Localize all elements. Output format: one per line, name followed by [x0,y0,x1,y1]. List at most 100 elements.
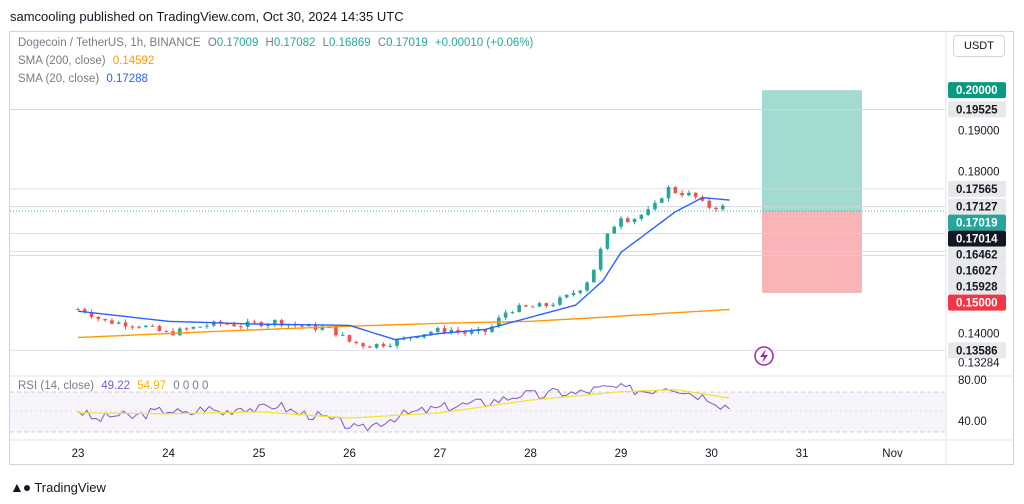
price-tag-bg [948,180,1006,197]
price-tag-bg [948,198,1006,215]
low-value: 0.16869 [329,37,371,49]
publisher-line: samcooling published on TradingView.com,… [10,9,404,24]
candle-body [503,312,508,318]
candle-body [103,318,107,321]
candle-body [191,326,196,329]
chart-frame [9,31,1014,465]
candle-body [592,269,596,283]
candle-body [673,187,678,193]
candle-body [693,192,698,198]
candle-body [150,325,155,327]
candle-body [483,329,488,332]
candle-body [164,331,169,333]
x-tick-label: 24 [162,448,175,460]
price-tag-bid[interactable]: 0.17014 [948,230,1006,247]
candle-body [463,331,467,334]
candle-body [551,304,555,307]
price-tag-level[interactable]: 0.13586 [948,342,1006,359]
x-tick-label: 23 [72,448,85,460]
price-tag-level[interactable]: 0.19525 [948,101,1006,118]
symbol-title[interactable]: Dogecoin / TetherUS, 1h, BINANCE [18,37,201,49]
tradingview-logo[interactable]: ▲● TradingView [10,479,106,495]
candle-body [680,192,684,196]
candle-body [612,226,617,234]
sma20-value: 0.17288 [106,73,148,85]
stop-zone [762,211,862,293]
price-tag-label: 0.19525 [956,104,998,116]
candle-body [605,233,610,249]
lightning-icon[interactable] [754,346,774,366]
candle-body [300,325,304,327]
candle-body [544,303,549,307]
candle-body [707,200,712,208]
price-tag-level[interactable]: 0.16462 [948,246,1006,263]
y-tick-label: 0.18000 [958,166,1000,178]
price-tag-label: 0.15928 [956,282,998,294]
candle-body [510,312,515,314]
candle-body [96,316,101,319]
candle-body [449,329,454,333]
sma200-value: 0.14592 [112,55,155,67]
price-tag-label: 0.17014 [956,234,998,246]
candle-body [558,297,562,305]
x-tick-label: Nov [882,448,903,460]
price-tag-last[interactable]: 0.17019 [948,214,1006,231]
candle-body [116,322,121,324]
candle-body [632,218,637,222]
price-tag-level[interactable]: 0.15928 [948,278,1006,295]
candle-body [395,339,399,346]
candle-body [435,328,440,332]
price-tag-label: 0.13586 [956,345,998,357]
y-tick-label: 0.14000 [958,328,1000,340]
price-tag-stop[interactable]: 0.15000 [948,294,1006,311]
y-tick-label: 0.19000 [958,126,1000,138]
rsi-line [77,382,730,432]
rsi-ma-line [77,388,730,419]
price-tag-bg [948,230,1006,247]
candle-body [130,326,135,328]
candle-body [646,209,650,215]
sma20-label: SMA (20, close) [18,73,100,85]
price-tag-bg [948,246,1006,263]
currency-button[interactable]: USDT [953,35,1005,57]
x-tick-label: 28 [524,448,537,460]
rsi-value: 49.22 [101,380,131,392]
candle-body [585,282,589,291]
candle-body [469,331,474,334]
candle-body [517,305,521,313]
x-tick-label: 26 [343,448,356,460]
price-tag-level[interactable]: 0.17565 [948,180,1006,197]
price-tag-label: 0.16027 [956,266,998,278]
price-tag-label: 0.17565 [956,184,998,196]
candle-body [415,337,420,339]
x-tick-label: 30 [705,448,718,460]
candle-body [666,187,671,199]
price-tag-level[interactable]: 0.17127 [948,198,1006,215]
x-tick-label: 25 [253,448,266,460]
close-value: 0.17019 [386,37,428,49]
open-value: 0.17009 [216,37,259,49]
sma20-legend[interactable]: SMA (20, close) 0.17288 [18,73,148,85]
price-tag-bg [948,214,1006,231]
candle-body [354,341,359,344]
candle-body [714,207,718,210]
candle-body [205,325,209,327]
sma200-legend[interactable]: SMA (200, close) 0.14592 [18,55,154,67]
close-label: C [377,37,387,49]
rsi-band-fill [10,392,945,432]
candle-body [381,343,386,347]
price-tag-level[interactable]: 0.16027 [948,262,1006,279]
candle-body [184,328,189,330]
candle-body [347,334,352,342]
candle-body [530,306,535,308]
rsi-legend[interactable]: RSI (14, close) 49.22 54.97 0 0 0 0 [18,380,208,392]
candle-body [625,218,630,222]
rsi-ma-value: 54.97 [137,380,167,392]
sma200-line [77,308,730,339]
price-tag-label: 0.17127 [956,202,998,214]
candle-body [687,192,691,196]
candle-body [442,328,447,333]
price-tag-target[interactable]: 0.20000 [948,82,1006,99]
price-tag-label: 0.15000 [956,298,998,310]
